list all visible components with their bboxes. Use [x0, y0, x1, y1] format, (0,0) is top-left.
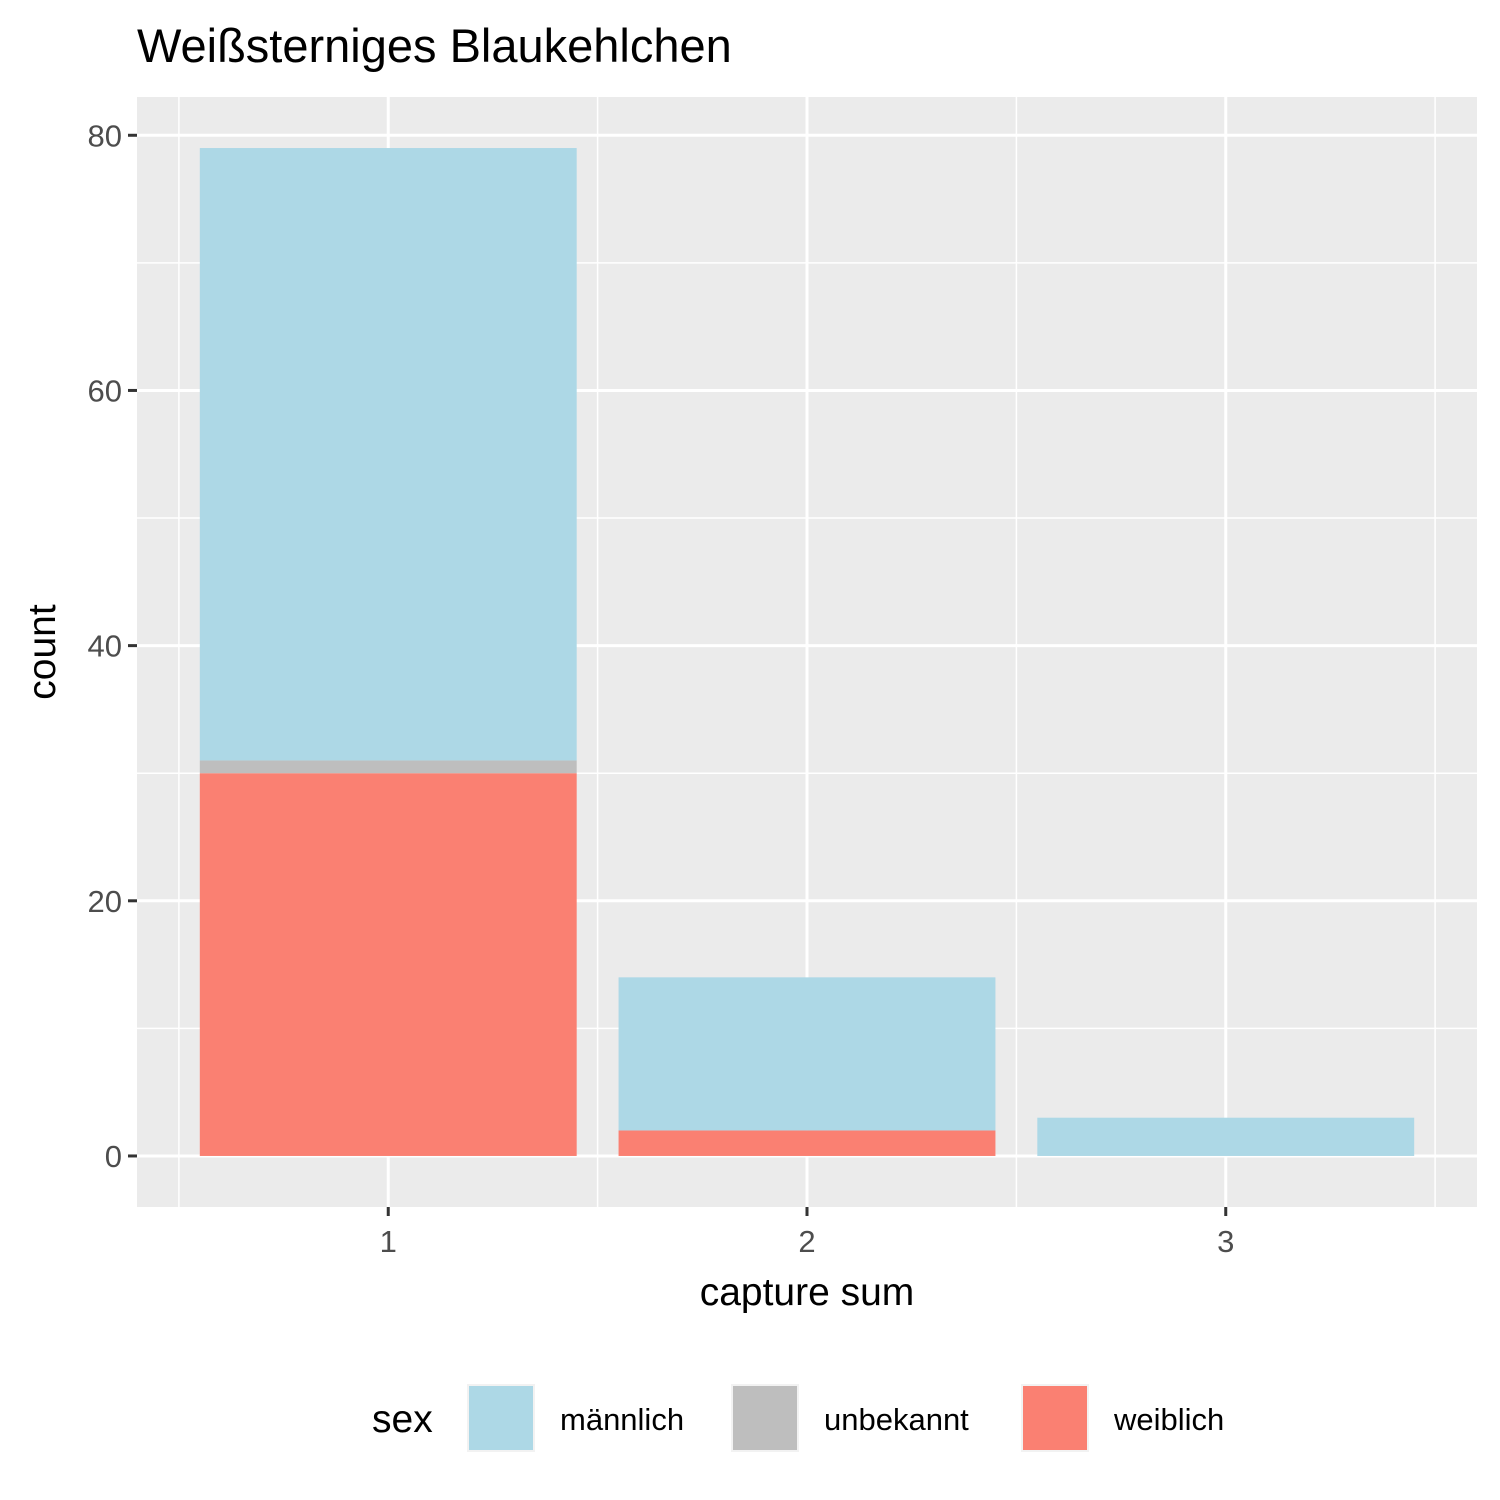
- bar-unbekannt-1: [199, 760, 577, 774]
- legend-swatch-männlich: [469, 1386, 533, 1450]
- chart-title: Weißsterniges Blaukehlchen: [137, 19, 732, 72]
- legend-label: männlich: [560, 1402, 684, 1437]
- x-tick-label: 3: [1217, 1224, 1234, 1259]
- bar-männlich-2: [618, 977, 996, 1131]
- legend-swatch-weiblich: [1023, 1386, 1087, 1450]
- x-axis-title: capture sum: [700, 1271, 915, 1314]
- x-tick-label: 1: [380, 1224, 397, 1259]
- y-tick-label: 80: [88, 118, 122, 153]
- x-axis: 1 2 3: [380, 1207, 1234, 1259]
- legend: sex männlich unbekannt weiblich: [372, 1384, 1224, 1452]
- bar-weiblich-2: [618, 1130, 996, 1156]
- y-tick-label: 60: [88, 373, 122, 408]
- bar-weiblich-1: [199, 773, 577, 1156]
- y-tick-label: 20: [88, 884, 122, 919]
- y-axis: 0 20 40 60 80: [88, 118, 137, 1174]
- legend-label: weiblich: [1113, 1402, 1224, 1437]
- y-tick-label: 0: [105, 1139, 122, 1174]
- bar-männlich-1: [199, 148, 577, 761]
- bars: [199, 148, 1415, 1156]
- y-tick-label: 40: [88, 629, 122, 664]
- x-tick-label: 2: [798, 1224, 815, 1259]
- legend-title: sex: [372, 1398, 433, 1441]
- y-axis-title: count: [21, 604, 64, 700]
- legend-swatch-unbekannt: [733, 1386, 797, 1450]
- legend-label: unbekannt: [824, 1402, 969, 1437]
- bar-männlich-3: [1037, 1117, 1415, 1156]
